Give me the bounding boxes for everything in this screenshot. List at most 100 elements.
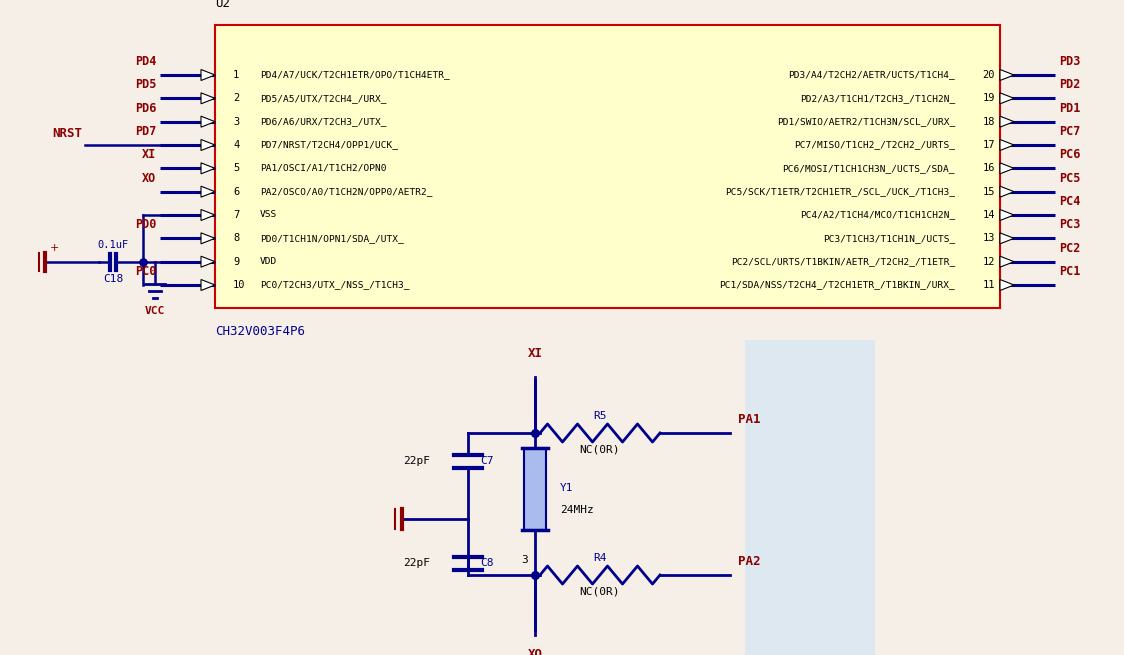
Polygon shape bbox=[201, 280, 215, 291]
Text: 12: 12 bbox=[982, 257, 995, 267]
Text: PD3: PD3 bbox=[1059, 55, 1080, 68]
Text: 0.1uF: 0.1uF bbox=[98, 240, 128, 250]
Text: PD1: PD1 bbox=[1059, 102, 1080, 115]
Text: VSS: VSS bbox=[260, 210, 278, 219]
Polygon shape bbox=[201, 163, 215, 174]
Text: Y1: Y1 bbox=[560, 483, 573, 493]
Text: R4: R4 bbox=[593, 553, 607, 563]
Polygon shape bbox=[1000, 280, 1014, 291]
Text: PC4: PC4 bbox=[1059, 195, 1080, 208]
Text: 24MHz: 24MHz bbox=[560, 505, 593, 515]
Text: PD3/A4/T2CH2/AETR/UCTS/T1CH4_: PD3/A4/T2CH2/AETR/UCTS/T1CH4_ bbox=[788, 71, 955, 79]
Text: VDD: VDD bbox=[260, 257, 278, 266]
Text: CH32V003F4P6: CH32V003F4P6 bbox=[215, 325, 305, 338]
Polygon shape bbox=[1000, 69, 1014, 81]
Text: 4: 4 bbox=[233, 140, 239, 150]
Polygon shape bbox=[1000, 163, 1014, 174]
Text: PD0/T1CH1N/OPN1/SDA_/UTX_: PD0/T1CH1N/OPN1/SDA_/UTX_ bbox=[260, 234, 404, 243]
Text: PD6/A6/URX/T2CH3_/UTX_: PD6/A6/URX/T2CH3_/UTX_ bbox=[260, 117, 387, 126]
Text: PC7/MISO/T1CH2_/T2CH2_/URTS_: PC7/MISO/T1CH2_/T2CH2_/URTS_ bbox=[794, 141, 955, 149]
Text: XO: XO bbox=[527, 648, 543, 655]
Text: PC5: PC5 bbox=[1059, 172, 1080, 185]
Text: 20: 20 bbox=[982, 70, 995, 80]
Text: PD1/SWIO/AETR2/T1CH3N/SCL_/URX_: PD1/SWIO/AETR2/T1CH3N/SCL_/URX_ bbox=[777, 117, 955, 126]
Polygon shape bbox=[1000, 186, 1014, 197]
Text: PD7: PD7 bbox=[135, 125, 156, 138]
Text: 6: 6 bbox=[233, 187, 239, 196]
Text: PA1: PA1 bbox=[738, 413, 761, 426]
Polygon shape bbox=[1000, 116, 1014, 127]
Polygon shape bbox=[1000, 93, 1014, 104]
Text: PD6: PD6 bbox=[135, 102, 156, 115]
Polygon shape bbox=[1000, 140, 1014, 151]
Polygon shape bbox=[1000, 256, 1014, 267]
Text: +: + bbox=[49, 242, 58, 253]
Text: PD2: PD2 bbox=[1059, 79, 1080, 91]
Text: PD2/A3/T1CH1/T2CH3_/T1CH2N_: PD2/A3/T1CH1/T2CH3_/T1CH2N_ bbox=[800, 94, 955, 103]
Text: NC(0R): NC(0R) bbox=[580, 587, 620, 597]
Text: PD4: PD4 bbox=[135, 55, 156, 68]
Text: PA2: PA2 bbox=[738, 555, 761, 568]
Polygon shape bbox=[201, 140, 215, 151]
Text: PD5/A5/UTX/T2CH4_/URX_: PD5/A5/UTX/T2CH4_/URX_ bbox=[260, 94, 387, 103]
Text: NRST: NRST bbox=[52, 127, 82, 140]
Polygon shape bbox=[201, 233, 215, 244]
Polygon shape bbox=[201, 69, 215, 81]
Text: PD7/NRST/T2CH4/OPP1/UCK_: PD7/NRST/T2CH4/OPP1/UCK_ bbox=[260, 141, 398, 149]
Text: U2: U2 bbox=[215, 0, 230, 10]
Text: PC6/MOSI/T1CH1CH3N_/UCTS_/SDA_: PC6/MOSI/T1CH1CH3N_/UCTS_/SDA_ bbox=[782, 164, 955, 173]
Text: 5: 5 bbox=[233, 163, 239, 174]
Polygon shape bbox=[201, 93, 215, 104]
Text: 11: 11 bbox=[982, 280, 995, 290]
Text: PC5/SCK/T1ETR/T2CH1ETR_/SCL_/UCK_/T1CH3_: PC5/SCK/T1ETR/T2CH1ETR_/SCL_/UCK_/T1CH3_ bbox=[725, 187, 955, 196]
Text: PC1: PC1 bbox=[1059, 265, 1080, 278]
Polygon shape bbox=[201, 116, 215, 127]
Text: PC4/A2/T1CH4/MCO/T1CH1CH2N_: PC4/A2/T1CH4/MCO/T1CH1CH2N_ bbox=[800, 210, 955, 219]
Text: C7: C7 bbox=[480, 456, 493, 466]
Text: 19: 19 bbox=[982, 93, 995, 103]
Text: NC(0R): NC(0R) bbox=[580, 445, 620, 455]
Text: PC3/T1CH3/T1CH1N_/UCTS_: PC3/T1CH3/T1CH1N_/UCTS_ bbox=[823, 234, 955, 243]
Polygon shape bbox=[201, 256, 215, 267]
Text: 14: 14 bbox=[982, 210, 995, 220]
Polygon shape bbox=[1000, 233, 1014, 244]
Text: PD5: PD5 bbox=[135, 79, 156, 91]
Text: C8: C8 bbox=[480, 558, 493, 568]
Text: PC1/SDA/NSS/T2CH4_/T2CH1ETR_/T1BKIN_/URX_: PC1/SDA/NSS/T2CH4_/T2CH1ETR_/T1BKIN_/URX… bbox=[719, 280, 955, 290]
Text: PC0/T2CH3/UTX_/NSS_/T1CH3_: PC0/T2CH3/UTX_/NSS_/T1CH3_ bbox=[260, 280, 409, 290]
Polygon shape bbox=[1000, 210, 1014, 221]
Text: 2: 2 bbox=[233, 93, 239, 103]
Text: PD0: PD0 bbox=[135, 218, 156, 231]
Text: PA2/OSCO/A0/T1CH2N/OPP0/AETR2_: PA2/OSCO/A0/T1CH2N/OPP0/AETR2_ bbox=[260, 187, 433, 196]
Text: R5: R5 bbox=[593, 411, 607, 421]
Text: 3: 3 bbox=[233, 117, 239, 126]
Text: 7: 7 bbox=[233, 210, 239, 220]
Text: PC3: PC3 bbox=[1059, 218, 1080, 231]
Text: PC7: PC7 bbox=[1059, 125, 1080, 138]
Text: VCC: VCC bbox=[145, 306, 165, 316]
Text: 18: 18 bbox=[982, 117, 995, 126]
Text: PD4/A7/UCK/T2CH1ETR/OPO/T1CH4ETR_: PD4/A7/UCK/T2CH1ETR/OPO/T1CH4ETR_ bbox=[260, 71, 450, 79]
Text: 9: 9 bbox=[233, 257, 239, 267]
Text: PA1/OSCI/A1/T1CH2/OPN0: PA1/OSCI/A1/T1CH2/OPN0 bbox=[260, 164, 387, 173]
Text: 10: 10 bbox=[233, 280, 245, 290]
Polygon shape bbox=[201, 186, 215, 197]
Text: 22pF: 22pF bbox=[404, 456, 430, 466]
Text: 1: 1 bbox=[233, 70, 239, 80]
Polygon shape bbox=[201, 210, 215, 221]
Text: 17: 17 bbox=[982, 140, 995, 150]
Text: 15: 15 bbox=[982, 187, 995, 196]
Bar bbox=[745, 340, 874, 655]
Text: 13: 13 bbox=[982, 233, 995, 244]
Text: 3: 3 bbox=[522, 555, 528, 565]
Bar bbox=[524, 448, 546, 530]
Text: PC0: PC0 bbox=[135, 265, 156, 278]
Text: 8: 8 bbox=[233, 233, 239, 244]
Bar bbox=[215, 25, 1000, 308]
Text: C18: C18 bbox=[103, 274, 124, 284]
Text: 22pF: 22pF bbox=[404, 558, 430, 568]
Text: PC2: PC2 bbox=[1059, 242, 1080, 255]
Text: XO: XO bbox=[142, 172, 156, 185]
Text: PC2/SCL/URTS/T1BKIN/AETR_/T2CH2_/T1ETR_: PC2/SCL/URTS/T1BKIN/AETR_/T2CH2_/T1ETR_ bbox=[731, 257, 955, 266]
Text: PC6: PC6 bbox=[1059, 148, 1080, 161]
